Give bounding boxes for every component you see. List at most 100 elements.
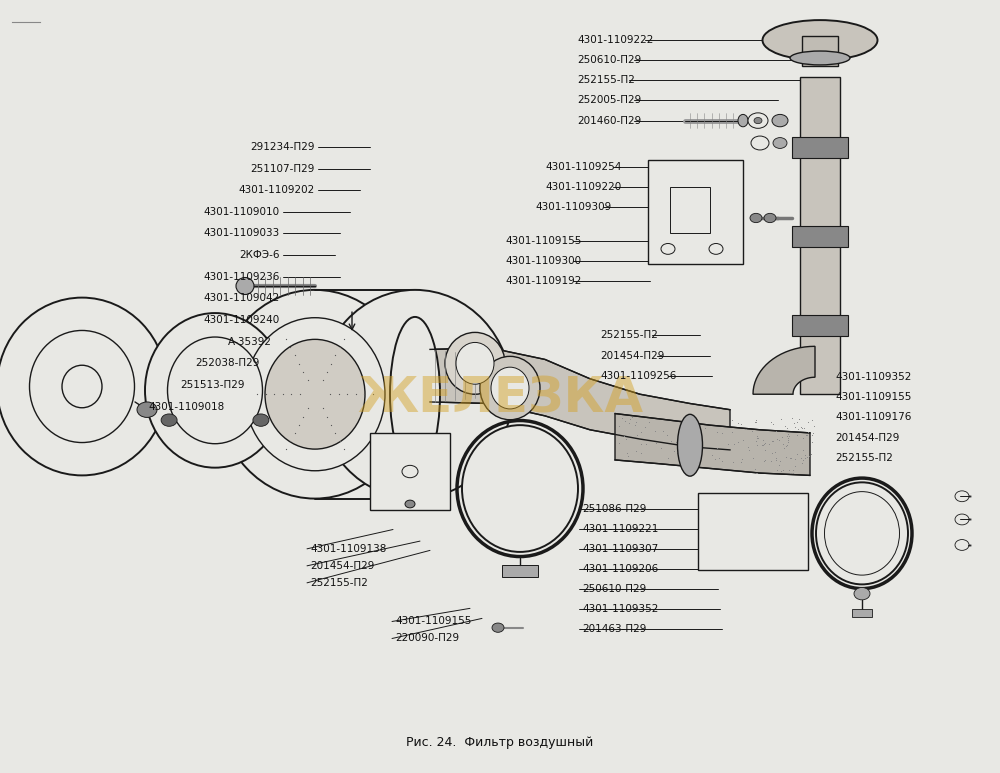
Ellipse shape xyxy=(456,342,494,384)
Bar xyxy=(792,226,848,247)
Ellipse shape xyxy=(218,290,412,499)
Ellipse shape xyxy=(145,313,285,468)
Circle shape xyxy=(773,138,787,148)
Text: 251086-П29: 251086-П29 xyxy=(582,504,646,513)
Text: 201454-П29: 201454-П29 xyxy=(835,433,899,442)
Circle shape xyxy=(402,465,418,478)
Bar xyxy=(792,315,848,336)
Text: 4301-1109256: 4301-1109256 xyxy=(600,371,676,380)
Ellipse shape xyxy=(390,317,440,472)
Circle shape xyxy=(661,243,675,254)
Circle shape xyxy=(854,587,870,600)
Text: 252155-П2: 252155-П2 xyxy=(600,331,658,340)
Text: 4301-1109352: 4301-1109352 xyxy=(582,604,658,614)
Bar xyxy=(370,433,450,510)
Circle shape xyxy=(748,113,768,128)
Ellipse shape xyxy=(480,356,540,420)
Polygon shape xyxy=(615,414,810,475)
Text: 4301-1109042: 4301-1109042 xyxy=(204,294,280,303)
Text: ЖЕЛЕЗКА: ЖЕЛЕЗКА xyxy=(357,374,643,422)
Polygon shape xyxy=(753,346,815,394)
Ellipse shape xyxy=(824,492,900,575)
Text: 4301-1109254: 4301-1109254 xyxy=(545,162,621,172)
Text: 4301-1109307: 4301-1109307 xyxy=(582,544,658,553)
Ellipse shape xyxy=(790,51,850,65)
Text: 252155-П2: 252155-П2 xyxy=(310,578,368,587)
Bar xyxy=(670,187,710,233)
Text: 4301-1109236: 4301-1109236 xyxy=(204,272,280,281)
Text: 252155-П2: 252155-П2 xyxy=(835,453,893,462)
Ellipse shape xyxy=(738,114,748,127)
Circle shape xyxy=(492,623,504,632)
Text: 252155-П2: 252155-П2 xyxy=(577,76,635,85)
Text: 4301-1109300: 4301-1109300 xyxy=(505,257,581,266)
Text: 201454-П29: 201454-П29 xyxy=(310,561,374,570)
Circle shape xyxy=(137,402,157,417)
Text: 251513-П29: 251513-П29 xyxy=(180,380,245,390)
Bar xyxy=(502,565,538,577)
Ellipse shape xyxy=(678,414,702,476)
Text: 291234-П29: 291234-П29 xyxy=(250,142,315,152)
Text: 201454-П29: 201454-П29 xyxy=(600,351,664,360)
Circle shape xyxy=(253,414,269,427)
Text: 4301-1109220: 4301-1109220 xyxy=(545,182,621,192)
Text: 220090-П29: 220090-П29 xyxy=(395,634,459,643)
Ellipse shape xyxy=(0,298,167,475)
Circle shape xyxy=(955,514,969,525)
Text: 201460-П29: 201460-П29 xyxy=(577,116,641,125)
Text: 4301-1109176: 4301-1109176 xyxy=(835,413,911,422)
Circle shape xyxy=(751,136,769,150)
Ellipse shape xyxy=(236,278,254,295)
Ellipse shape xyxy=(62,366,102,408)
Ellipse shape xyxy=(763,20,878,60)
Text: 4301-1109221: 4301-1109221 xyxy=(582,524,658,533)
Bar xyxy=(792,137,848,158)
Text: 4301-1109155: 4301-1109155 xyxy=(835,393,911,402)
Text: 252005-П29: 252005-П29 xyxy=(577,96,641,105)
Ellipse shape xyxy=(318,290,512,499)
Polygon shape xyxy=(430,348,730,450)
Bar xyxy=(800,77,840,394)
Text: 250610-П29: 250610-П29 xyxy=(577,56,641,65)
Text: 4301-1109138: 4301-1109138 xyxy=(310,544,386,553)
Ellipse shape xyxy=(816,482,908,584)
Text: 4301-1109192: 4301-1109192 xyxy=(505,277,581,286)
Circle shape xyxy=(764,213,776,223)
Bar xyxy=(802,36,838,66)
Text: 4301-1109202: 4301-1109202 xyxy=(239,186,315,195)
Text: 251107-П29: 251107-П29 xyxy=(251,164,315,173)
Ellipse shape xyxy=(265,339,365,449)
Circle shape xyxy=(955,491,969,502)
Text: 201463-П29: 201463-П29 xyxy=(582,625,646,634)
Text: 4301-1109222: 4301-1109222 xyxy=(577,36,653,45)
Text: 4301-1109018: 4301-1109018 xyxy=(149,402,225,411)
Text: 4301-1109206: 4301-1109206 xyxy=(582,564,658,574)
Circle shape xyxy=(955,540,969,550)
Text: 4301-1109240: 4301-1109240 xyxy=(204,315,280,325)
Bar xyxy=(698,493,808,570)
Text: 252038-П29: 252038-П29 xyxy=(196,359,260,368)
Bar xyxy=(648,160,743,264)
Text: 4301-1109010: 4301-1109010 xyxy=(204,207,280,216)
Bar xyxy=(852,609,872,617)
Ellipse shape xyxy=(462,425,578,552)
Text: 4301-1109033: 4301-1109033 xyxy=(204,229,280,238)
Circle shape xyxy=(754,117,762,124)
Circle shape xyxy=(772,114,788,127)
Circle shape xyxy=(709,243,723,254)
Text: Рис. 24.  Фильтр воздушный: Рис. 24. Фильтр воздушный xyxy=(406,736,594,748)
Text: 250610-П29: 250610-П29 xyxy=(582,584,646,594)
Text: 2КФЭ-6: 2КФЭ-6 xyxy=(240,250,280,260)
Ellipse shape xyxy=(445,332,505,394)
Text: А-35392: А-35392 xyxy=(228,337,272,346)
Ellipse shape xyxy=(168,337,262,444)
Text: 4301-1109155: 4301-1109155 xyxy=(505,237,581,246)
Ellipse shape xyxy=(30,331,134,442)
Circle shape xyxy=(750,213,762,223)
Circle shape xyxy=(405,500,415,508)
Circle shape xyxy=(161,414,177,427)
Text: 4301-1109352: 4301-1109352 xyxy=(835,373,911,382)
Ellipse shape xyxy=(491,367,529,409)
Text: 4301-1109155: 4301-1109155 xyxy=(395,617,471,626)
Ellipse shape xyxy=(245,318,385,471)
